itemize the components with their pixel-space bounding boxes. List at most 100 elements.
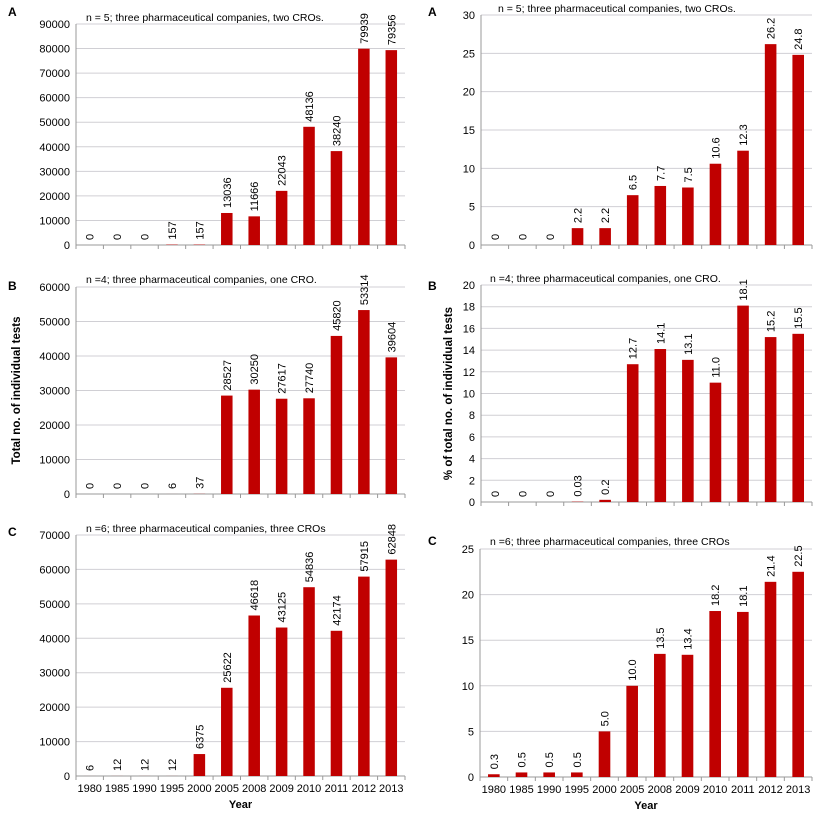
data-label: 24.8: [793, 28, 805, 49]
bar-2010: [709, 611, 721, 777]
data-label: 10.0: [627, 659, 639, 680]
y-tick-label: 40000: [39, 142, 70, 154]
data-label: 0: [140, 483, 152, 489]
bar-2012: [764, 44, 777, 246]
y-tick-label: 80000: [39, 44, 70, 56]
data-label: 22043: [277, 155, 289, 186]
bar-2005: [221, 212, 233, 245]
data-label: 39604: [386, 322, 398, 353]
data-label: 12: [167, 759, 179, 771]
y-tick-label: 12: [463, 367, 475, 379]
panel-2: 0 10000 20000 30000 40000 50000 60000 70000 6 198…: [8, 523, 406, 811]
bar-2009: [681, 654, 694, 777]
y-tick-label: 40000: [39, 351, 70, 363]
y-tick-label: 14: [463, 345, 475, 357]
y-tick-label: 20: [463, 280, 475, 292]
y-tick-label: 20: [462, 590, 474, 602]
bar-2005: [626, 685, 638, 777]
data-label: 21.4: [766, 555, 778, 576]
bar-2013: [792, 54, 805, 245]
y-tick-label: 30: [463, 10, 475, 22]
y-tick-label: 0: [64, 771, 70, 783]
x-tick-label: 2000: [592, 784, 616, 796]
y-tick-label: 90000: [39, 19, 70, 31]
data-label: 27617: [277, 363, 289, 394]
bar-2010: [303, 587, 315, 776]
data-label: 30250: [249, 354, 261, 385]
bar-2010: [709, 382, 722, 502]
panel-label: B: [428, 279, 437, 293]
data-label: 18.1: [738, 279, 750, 300]
panel-annotation: n = 5; three pharmaceutical companies, t…: [498, 3, 736, 15]
x-axis-title: Year: [229, 799, 253, 811]
data-label: 157: [167, 221, 179, 239]
y-tick-label: 60000: [39, 93, 70, 105]
y-tick-label: 4: [469, 454, 475, 466]
y-tick-label: 30000: [39, 166, 70, 178]
bar-2013: [385, 357, 398, 494]
bar-2009: [275, 398, 288, 494]
x-tick-label: 2013: [379, 783, 403, 795]
data-label: 157: [194, 221, 206, 239]
x-tick-label: 1980: [77, 783, 101, 795]
x-tick-label: 2013: [786, 784, 810, 796]
data-label: 79356: [386, 15, 398, 46]
panel-annotation: n =4; three pharmaceutical companies, on…: [86, 274, 317, 286]
y-tick-label: 50000: [39, 117, 70, 129]
x-tick-label: 2008: [648, 784, 672, 796]
bar-2013: [792, 333, 805, 502]
x-tick-label: 2011: [325, 783, 349, 795]
y-tick-label: 10000: [39, 737, 70, 749]
x-tick-label: 2011: [731, 784, 755, 796]
data-label: 0.3: [489, 754, 501, 769]
data-label: 37: [194, 477, 206, 489]
bar-2009: [275, 190, 288, 245]
data-label: 6.5: [628, 175, 640, 190]
y-tick-label: 5: [469, 202, 475, 214]
data-label: 0: [545, 491, 557, 497]
data-label: 2.2: [600, 208, 612, 223]
x-tick-label: 2012: [758, 784, 782, 796]
bar-1980: [488, 774, 500, 777]
bar-2012: [358, 576, 370, 776]
data-label: 48136: [304, 91, 316, 122]
x-tick-label: 1985: [105, 783, 129, 795]
data-label: 6375: [194, 725, 206, 749]
data-label: 0: [490, 491, 502, 497]
y-tick-label: 70000: [39, 68, 70, 80]
data-label: 53314: [359, 274, 371, 305]
data-label: 13.4: [683, 628, 695, 649]
bar-2009: [682, 187, 694, 245]
data-label: 18.2: [710, 585, 722, 606]
x-axis-title: Year: [634, 800, 658, 812]
data-label: 13.5: [655, 627, 667, 648]
panel-label: A: [428, 5, 437, 19]
data-label: 0: [490, 234, 502, 240]
y-tick-label: 20000: [39, 191, 70, 203]
bar-2013: [385, 559, 398, 776]
y-axis-title: Total no. of individual tests: [11, 316, 23, 464]
y-tick-label: 25: [463, 48, 475, 60]
x-tick-label: 1985: [509, 784, 533, 796]
data-label: 0.5: [572, 752, 584, 767]
bar-2009: [275, 627, 288, 776]
data-label: 28527: [222, 360, 234, 391]
bar-2005: [626, 364, 639, 502]
y-tick-label: 70000: [39, 530, 70, 542]
x-tick-label: 1990: [537, 784, 561, 796]
x-tick-label: 2010: [297, 783, 321, 795]
data-label: 12.3: [738, 124, 750, 145]
panel-5: 0 5 10 15 20 25 0.3 1980 0.5 1985 0.5 1990 0.5 1995 5.…: [428, 534, 813, 812]
y-tick-label: 20000: [39, 420, 70, 432]
bar-2011: [737, 150, 749, 245]
bar-1990: [543, 772, 555, 777]
x-tick-label: 1995: [160, 783, 184, 795]
data-label: 15.5: [793, 307, 805, 328]
bar-2008: [248, 389, 260, 494]
bar-1995: [571, 772, 583, 777]
bar-2005: [221, 395, 233, 494]
panel-annotation: n =6; three pharmaceutical companies, th…: [86, 523, 326, 535]
panel-0: 0 10000 20000 30000 40000 50000 60000 70000 8000…: [8, 5, 406, 252]
bar-1995: [571, 228, 584, 245]
x-tick-label: 2010: [703, 784, 727, 796]
